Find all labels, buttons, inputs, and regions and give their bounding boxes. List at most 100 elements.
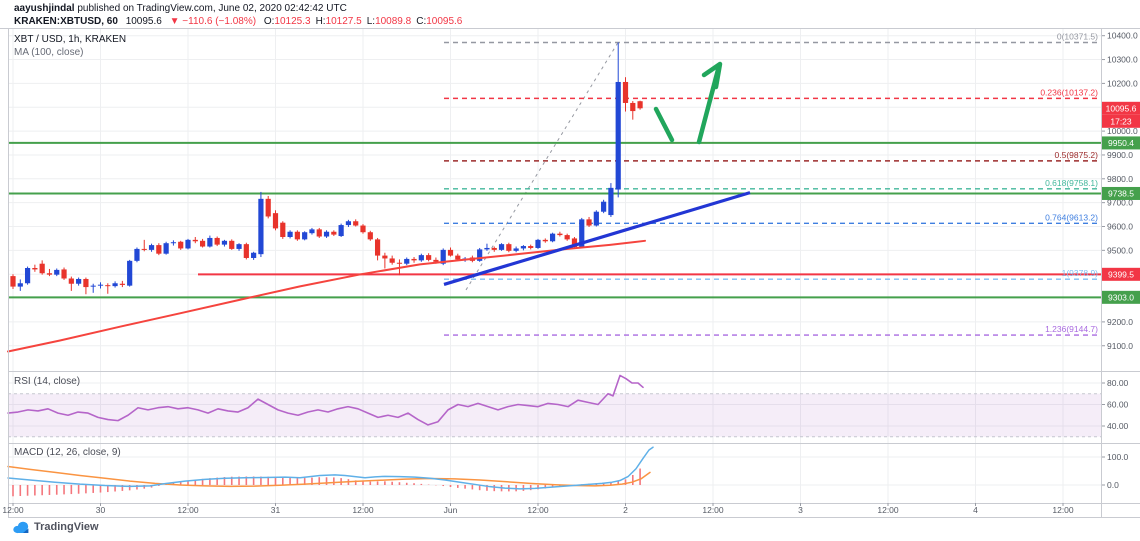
- time-tick-label: 12:00: [702, 505, 724, 515]
- candle: [549, 233, 556, 242]
- time-tick-label: 12:00: [2, 505, 24, 515]
- candle: [236, 244, 242, 249]
- candle: [477, 249, 483, 261]
- level-badge: [1102, 136, 1140, 150]
- macd-tick-label: 0.0: [1107, 480, 1119, 490]
- close-label: C:: [416, 15, 427, 27]
- level-badge: [1102, 290, 1140, 304]
- candle: [68, 278, 74, 284]
- high-value: 10127.5: [325, 15, 362, 27]
- candle: [141, 248, 147, 250]
- candle: [134, 248, 140, 261]
- candle: [287, 231, 293, 237]
- price-tick-label: 10200.0: [1107, 78, 1138, 88]
- macd-line: [7, 446, 654, 490]
- time-tick-label: 12:00: [1052, 505, 1074, 515]
- candle: [24, 267, 31, 284]
- candle: [579, 219, 585, 248]
- level-badge-label: 9738.5: [1108, 188, 1134, 198]
- candle: [83, 278, 89, 288]
- level-badge: [1102, 267, 1140, 281]
- candle: [46, 273, 53, 275]
- candle: [221, 240, 228, 245]
- bar-countdown-badge-label: 17:23: [1110, 116, 1132, 126]
- candle: [331, 231, 337, 235]
- candle: [192, 239, 198, 242]
- candle: [156, 245, 162, 254]
- candle: [360, 225, 366, 233]
- candle: [119, 283, 125, 285]
- candle: [199, 240, 206, 247]
- close-value: 10095.6: [426, 15, 463, 27]
- candle: [338, 225, 344, 237]
- candle: [272, 213, 279, 229]
- candle: [498, 244, 505, 250]
- level-badge-label: 9950.4: [1108, 138, 1134, 148]
- low-value: 10089.8: [375, 15, 412, 27]
- candle: [622, 81, 629, 103]
- candle: [542, 239, 548, 242]
- candle: [207, 237, 213, 247]
- last-price-badge: [1102, 101, 1140, 115]
- candle: [571, 238, 578, 248]
- price-tick-label: 9600.0: [1107, 222, 1133, 232]
- candle: [557, 233, 563, 236]
- candle: [389, 258, 395, 263]
- candle: [506, 244, 512, 251]
- candle: [127, 260, 133, 286]
- footer: TradingView: [12, 520, 99, 534]
- candle: [433, 259, 439, 262]
- ma-indicator-label: MA (100, close): [14, 47, 84, 58]
- time-tick-label: 12:00: [352, 505, 374, 515]
- candle: [280, 222, 286, 237]
- rsi-tick-label: 80.00: [1107, 378, 1129, 388]
- price-tick-label: 9100.0: [1107, 341, 1133, 351]
- author-name: aayushjindal: [14, 3, 75, 14]
- time-tick-label: 12:00: [527, 505, 549, 515]
- candle: [251, 252, 257, 258]
- candle: [229, 240, 235, 249]
- candle: [630, 102, 636, 112]
- price-change: ▼ −110.6 (−1.08%): [169, 15, 257, 27]
- time-tick-label: 31: [271, 505, 281, 515]
- candle: [10, 276, 16, 287]
- candle: [148, 245, 155, 250]
- candle: [520, 246, 527, 249]
- candle: [17, 283, 23, 287]
- price-tick-label: 9500.0: [1107, 245, 1133, 255]
- fib-label-0.618: 0.618(9758.1): [1045, 178, 1098, 188]
- candle: [411, 258, 417, 261]
- candle: [214, 237, 220, 245]
- rsi-tick-label: 60.00: [1107, 400, 1129, 410]
- candle: [426, 255, 432, 260]
- rsi-band: [8, 393, 1101, 437]
- candle: [396, 262, 403, 264]
- candle: [374, 239, 381, 256]
- candle: [345, 221, 352, 226]
- fib-label-1.236: 1.236(9144.7): [1045, 324, 1098, 334]
- price-tick-label: 10000.0: [1107, 126, 1138, 136]
- candle: [105, 285, 111, 287]
- candle: [54, 269, 60, 275]
- symbol-line: KRAKEN:XBTUSD, 60 10095.6 ▼ −110.6 (−1.0…: [14, 16, 462, 29]
- candle: [601, 201, 607, 212]
- candle: [353, 221, 359, 226]
- chart-title: XBT / USD, 1h, KRAKEN: [14, 34, 127, 45]
- open-label: O:: [263, 15, 275, 27]
- last-price: 10095.6: [125, 15, 162, 27]
- rsi-indicator-label: RSI (14, close): [14, 376, 81, 387]
- price-tick-label: 9700.0: [1107, 198, 1133, 208]
- candle: [76, 278, 82, 284]
- candle: [39, 263, 45, 274]
- candle: [535, 239, 541, 248]
- time-tick-label: Jun: [444, 505, 458, 515]
- candle: [447, 249, 454, 256]
- candle: [440, 249, 446, 264]
- macd-indicator-label: MACD (12, 26, close, 9): [14, 447, 121, 458]
- candle: [97, 284, 104, 286]
- candle: [615, 81, 621, 190]
- price-tick-label: 9800.0: [1107, 174, 1133, 184]
- candle: [404, 258, 410, 264]
- fib-label-0.5: 0.5(9875.2): [1055, 150, 1099, 160]
